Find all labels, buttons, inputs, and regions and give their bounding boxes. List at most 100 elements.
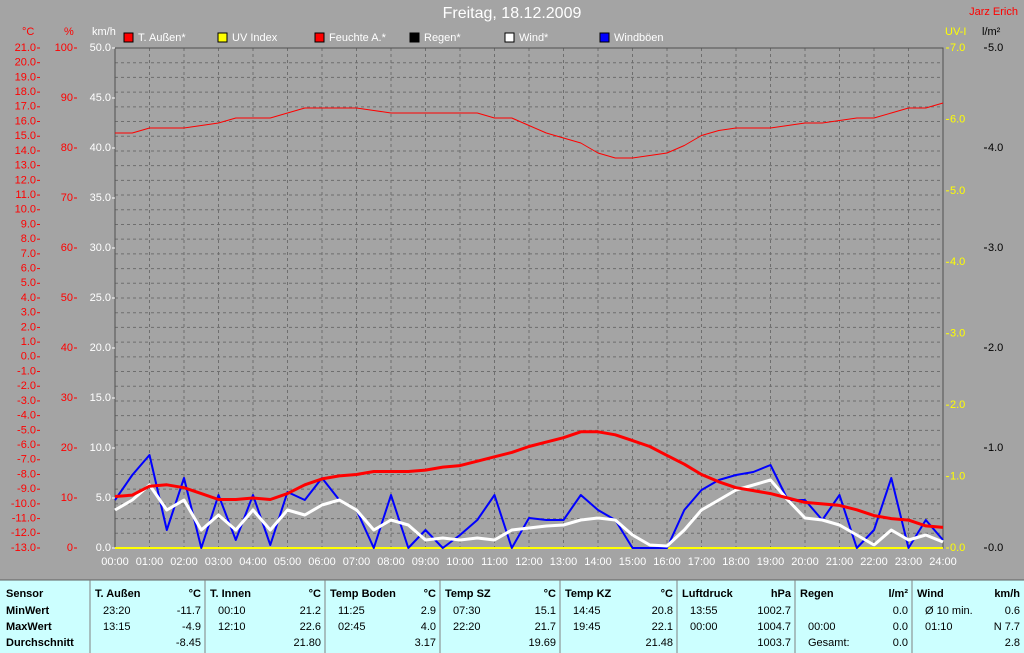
y-tick-label: -7.0: [17, 454, 36, 466]
y-tick-label: 0.0: [950, 542, 965, 554]
y-tick-label: 6.0: [950, 113, 965, 125]
y-tick-label: 5.0: [950, 185, 965, 197]
cell-value: 19.69: [528, 637, 556, 649]
legend-label: T. Außen*: [138, 32, 186, 44]
y-tick-label: 100: [55, 42, 73, 54]
column-unit: l/m²: [888, 588, 908, 600]
column-title: Temp Boden: [330, 588, 396, 600]
y-tick-label: 45.0: [90, 92, 111, 104]
y-tick-label: 7.0: [21, 248, 36, 260]
legend-label: Windböen: [614, 32, 664, 44]
cell-value: 1003.7: [757, 637, 791, 649]
y-tick-label: -2.0: [17, 380, 36, 392]
column-title: Temp KZ: [565, 588, 612, 600]
y-tick-label: -4.0: [17, 410, 36, 422]
y-tick-label: 80: [61, 142, 73, 154]
legend-label: UV Index: [232, 32, 278, 44]
y-tick-label: -1.0: [17, 365, 36, 377]
row-label: MaxWert: [6, 621, 52, 633]
y-tick-label: 12.0: [15, 174, 36, 186]
cell-value: 21.48: [645, 637, 673, 649]
y-tick-label: 20: [61, 442, 73, 454]
x-tick-label: 19:00: [757, 556, 785, 568]
y-tick-label: 40: [61, 342, 73, 354]
cell-value: 0.0: [893, 621, 908, 633]
legend-swatch: [409, 32, 420, 43]
x-tick-label: 09:00: [412, 556, 440, 568]
column-title: T. Außen: [95, 588, 141, 600]
column-title: Wind: [917, 588, 944, 600]
y-tick-label: 13.0: [15, 160, 36, 172]
cell-value: 2.9: [421, 605, 436, 617]
cell-time: 13:55: [690, 605, 718, 617]
y-tick-label: -6.0: [17, 439, 36, 451]
cell-time: 13:15: [103, 621, 131, 633]
series-line: [114, 454, 944, 549]
y-tick-label: 10: [61, 492, 73, 504]
y-tick-label: 2.0: [950, 399, 965, 411]
cell-time: 14:45: [573, 605, 601, 617]
x-tick-label: 12:00: [515, 556, 543, 568]
y-tick-label: 11.0: [15, 189, 36, 201]
column-unit: °C: [309, 588, 321, 600]
y-tick-label: 18.0: [15, 86, 36, 98]
column-title: Luftdruck: [682, 588, 734, 600]
x-tick-label: 05:00: [274, 556, 302, 568]
x-tick-label: 20:00: [791, 556, 819, 568]
cell-value: 21.2: [300, 605, 321, 617]
y-tick-label: 4.0: [950, 256, 965, 268]
column-unit: km/h: [994, 588, 1020, 600]
y-tick-label: 0: [67, 542, 73, 554]
y-tick-label: 0.0: [988, 542, 1003, 554]
y-tick-label: 5.0: [988, 42, 1003, 54]
y-tick-label: -3.0: [17, 395, 36, 407]
x-tick-label: 01:00: [136, 556, 164, 568]
y-tick-label: -11.0: [12, 512, 36, 524]
cell-value: N 7.7: [994, 621, 1020, 633]
y-tick-label: 30.0: [90, 242, 111, 254]
series-line: [114, 430, 944, 529]
y-tick-label: 19.0: [15, 71, 36, 83]
y-tick-label: 20.0: [90, 342, 111, 354]
x-tick-label: 02:00: [170, 556, 198, 568]
y-tick-label: 15.0: [15, 130, 36, 142]
legend-swatch: [314, 32, 325, 43]
cell-time: 07:30: [453, 605, 481, 617]
y-tick-label: 16.0: [15, 115, 36, 127]
cell-value: 15.1: [535, 605, 556, 617]
y-tick-label: 90: [61, 92, 73, 104]
cell-value: 21.7: [535, 621, 556, 633]
series-line: [114, 478, 944, 548]
y-tick-label: 5.0: [21, 277, 36, 289]
chart-background: [0, 0, 1024, 580]
cell-time: 00:10: [218, 605, 246, 617]
y-tick-label: 0.0: [96, 542, 111, 554]
column-title: Temp SZ: [445, 588, 491, 600]
x-tick-label: 07:00: [343, 556, 371, 568]
legend-label: Wind*: [519, 32, 549, 44]
cell-time: 22:20: [453, 621, 481, 633]
cell-time: 19:45: [573, 621, 601, 633]
y-tick-label: 15.0: [90, 392, 111, 404]
cell-time: 00:00: [808, 621, 836, 633]
x-tick-label: 15:00: [619, 556, 647, 568]
y-tick-label: -10.0: [11, 498, 36, 510]
axis-label: °C: [22, 26, 34, 38]
y-tick-label: 35.0: [90, 192, 111, 204]
y-tick-label: 21.0: [15, 42, 36, 54]
author: Jarz Erich: [969, 6, 1018, 18]
y-tick-label: 6.0: [21, 262, 36, 274]
axis-label: l/m²: [982, 26, 1001, 38]
y-tick-label: -13.0: [11, 542, 36, 554]
y-tick-label: -8.0: [17, 468, 36, 480]
cell-time: 00:00: [690, 621, 718, 633]
y-tick-label: 1.0: [21, 336, 36, 348]
y-tick-label: 25.0: [90, 292, 111, 304]
column-unit: hPa: [771, 588, 792, 600]
y-tick-label: 0.0: [21, 351, 36, 363]
cell-time: 23:20: [103, 605, 131, 617]
y-tick-label: 1.0: [988, 442, 1003, 454]
cell-value: 21.80: [293, 637, 321, 649]
y-tick-label: 20.0: [15, 57, 36, 69]
